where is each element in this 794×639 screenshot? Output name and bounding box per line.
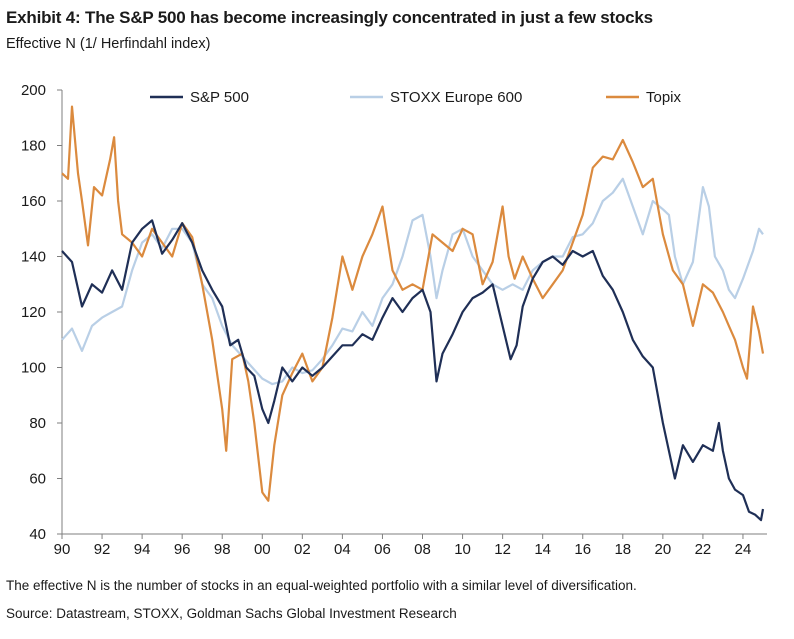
x-tick-label: 24 [735,541,752,558]
y-tick-label: 40 [29,526,46,543]
x-tick-label: 22 [695,541,712,558]
x-tick-label: 00 [254,541,271,558]
series-line-s-p-500 [61,219,765,522]
x-tick-label: 92 [94,541,111,558]
x-tick-label: 96 [174,541,191,558]
series-line-topix [61,105,765,502]
y-tick-label: 80 [29,415,46,432]
legend-label: S&P 500 [190,89,249,106]
x-tick-label: 04 [334,541,351,558]
x-tick-labels: 90 92 94 96 98 00 02 04 06 08 10 12 14 16 18 20 22 24 [54,541,752,558]
chart-footnote: The effective N is the number of stocks … [6,578,637,593]
chart-source: Source: Datastream, STOXX, Goldman Sachs… [6,606,457,621]
y-tick-label: 180 [21,138,46,155]
x-tick-label: 94 [134,541,151,558]
y-tick-label: 140 [21,249,46,266]
x-tick-label: 98 [214,541,231,558]
chart-subtitle: Effective N (1/ Herfindahl index) [6,36,211,52]
legend-label: Topix [646,89,682,106]
x-tick-label: 06 [374,541,391,558]
x-tick-label: 18 [614,541,631,558]
chart-series [61,105,765,522]
x-tick-label: 16 [574,541,591,558]
y-tick-labels: 40 60 80 100 120 140 160 180 200 [21,82,46,543]
x-tick-label: 02 [294,541,311,558]
chart-axes [57,89,767,539]
line-chart: 40 60 80 100 120 140 160 180 200 90 92 94 96 98 00 02 0… [21,82,767,558]
chart-legend: S&P 500 STOXX Europe 600 Topix [150,89,682,106]
x-tick-label: 14 [534,541,551,558]
x-tick-label: 10 [454,541,471,558]
legend-label: STOXX Europe 600 [390,89,522,106]
x-tick-label: 20 [655,541,672,558]
chart-title: Exhibit 4: The S&P 500 has become increa… [6,8,653,27]
y-tick-label: 200 [21,82,46,99]
y-tick-label: 160 [21,193,46,210]
series-line-stoxx-europe-600 [61,177,764,386]
y-tick-label: 60 [29,471,46,488]
x-tick-label: 90 [54,541,71,558]
x-tick-label: 12 [494,541,511,558]
x-tick-label: 08 [414,541,431,558]
y-tick-label: 100 [21,360,46,377]
y-tick-label: 120 [21,304,46,321]
